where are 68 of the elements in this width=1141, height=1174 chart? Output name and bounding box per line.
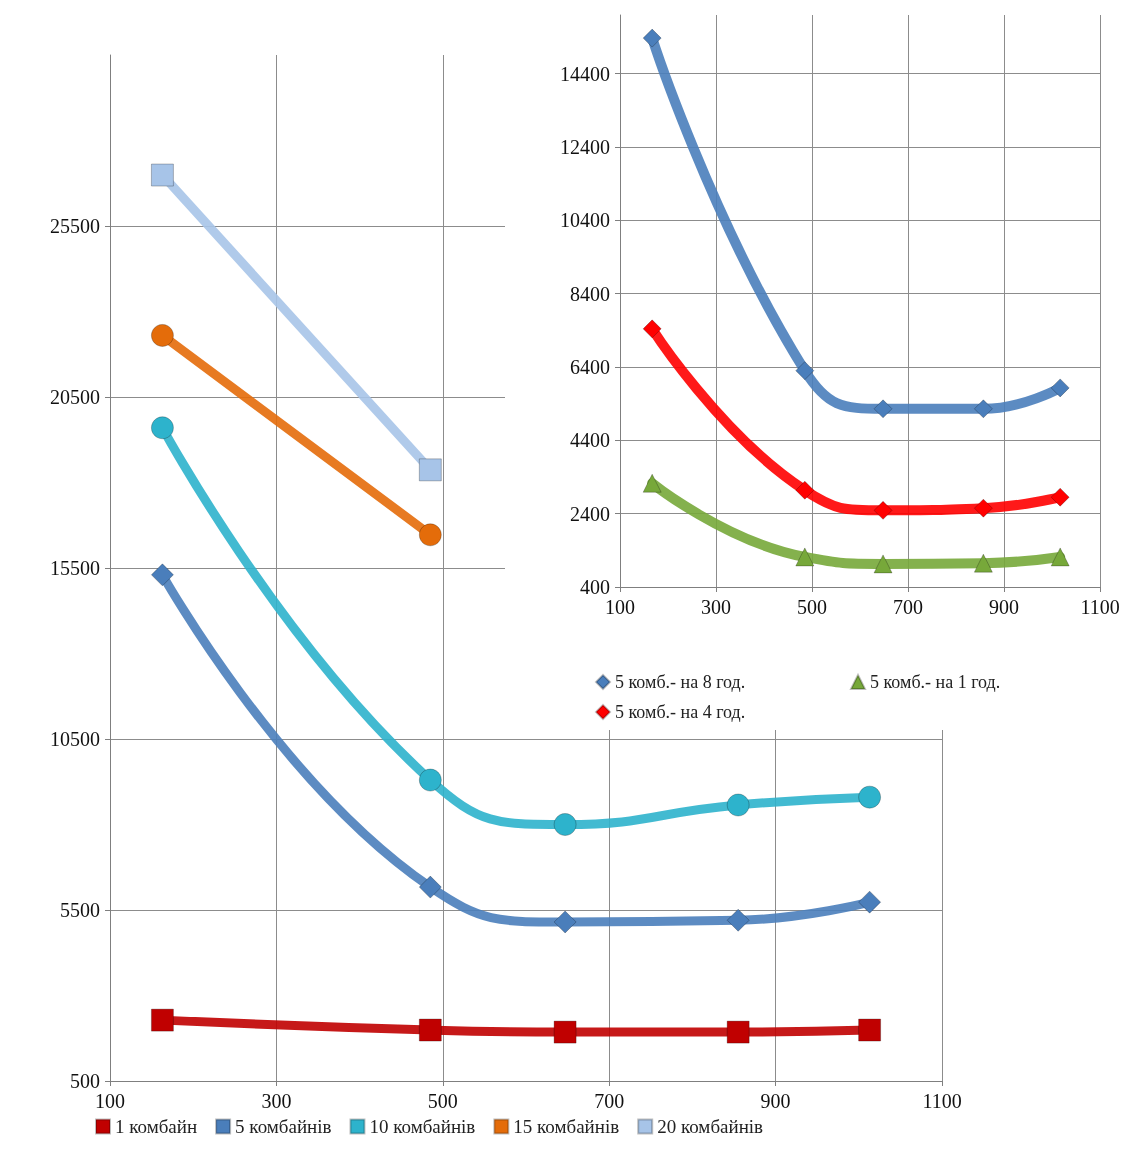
point — [1050, 487, 1070, 507]
y-tick-label: 4400 — [570, 429, 610, 452]
point — [873, 554, 893, 574]
legend-label: 5 комб.- на 8 год. — [615, 672, 746, 692]
point — [150, 563, 174, 587]
point — [553, 910, 577, 934]
point — [150, 1008, 174, 1032]
point — [858, 890, 882, 914]
y-tick-label: 6400 — [570, 356, 610, 378]
point — [873, 399, 893, 419]
point — [150, 163, 174, 187]
x-tick-label: 1100 — [922, 1090, 962, 1112]
point — [858, 785, 882, 809]
point — [150, 416, 174, 440]
point — [973, 553, 993, 573]
legend-label: 1 комбайн — [115, 1116, 198, 1137]
y-tick-label: 25500 — [50, 215, 100, 237]
legend-label: 5 комб.- на 1 год. — [870, 672, 1001, 692]
y-tick-label: 12400 — [560, 136, 610, 158]
point — [1050, 378, 1070, 398]
point — [418, 875, 442, 899]
y-tick-label: 8400 — [570, 282, 610, 305]
point — [1050, 547, 1070, 567]
point — [795, 361, 815, 381]
point — [973, 498, 993, 518]
y-tick-label: 5500 — [60, 899, 100, 921]
x-tick-label: 900 — [760, 1090, 791, 1112]
x-tick-label: 500 — [427, 1090, 458, 1112]
point — [858, 1018, 882, 1042]
x-tick-label: 100 — [605, 596, 635, 618]
legend-label: 15 комбайнів — [513, 1116, 620, 1137]
point — [642, 473, 662, 493]
x-tick-label: 500 — [797, 596, 827, 618]
legend-label: 5 комбайнів — [235, 1116, 332, 1137]
x-tick-label: 1100 — [1080, 596, 1120, 618]
y-tick-label: 500 — [70, 1070, 100, 1092]
point — [795, 547, 815, 567]
legend-label: 5 комб.- на 4 год. — [615, 702, 746, 722]
legend-label: 20 комбайнів — [657, 1116, 764, 1137]
point — [418, 523, 442, 547]
point — [553, 813, 577, 836]
point — [553, 1020, 577, 1044]
x-tick-label: 300 — [701, 596, 731, 618]
point — [795, 480, 815, 500]
point — [418, 1018, 442, 1042]
y-tick-label: 10400 — [560, 209, 610, 232]
x-tick-label: 700 — [893, 596, 923, 618]
x-tick-label: 900 — [989, 596, 1019, 618]
point — [642, 319, 662, 339]
point — [973, 399, 993, 419]
point — [150, 323, 174, 347]
point — [726, 908, 750, 932]
point — [726, 793, 750, 817]
point — [418, 458, 442, 482]
point — [873, 500, 893, 520]
y-tick-label: 400 — [580, 576, 610, 598]
y-tick-label: 20500 — [50, 386, 100, 408]
legend-label: 10 комбайнів — [369, 1116, 476, 1137]
x-tick-label: 100 — [95, 1090, 125, 1112]
point — [726, 1020, 750, 1044]
y-tick-label: 2400 — [570, 502, 610, 525]
point — [418, 768, 442, 792]
x-tick-label: 300 — [261, 1090, 292, 1112]
y-tick-label: 10500 — [50, 728, 100, 750]
x-tick-label: 700 — [594, 1090, 625, 1112]
y-tick-label: 15500 — [50, 557, 100, 579]
y-tick-label: 14400 — [560, 62, 610, 85]
point — [642, 28, 662, 48]
